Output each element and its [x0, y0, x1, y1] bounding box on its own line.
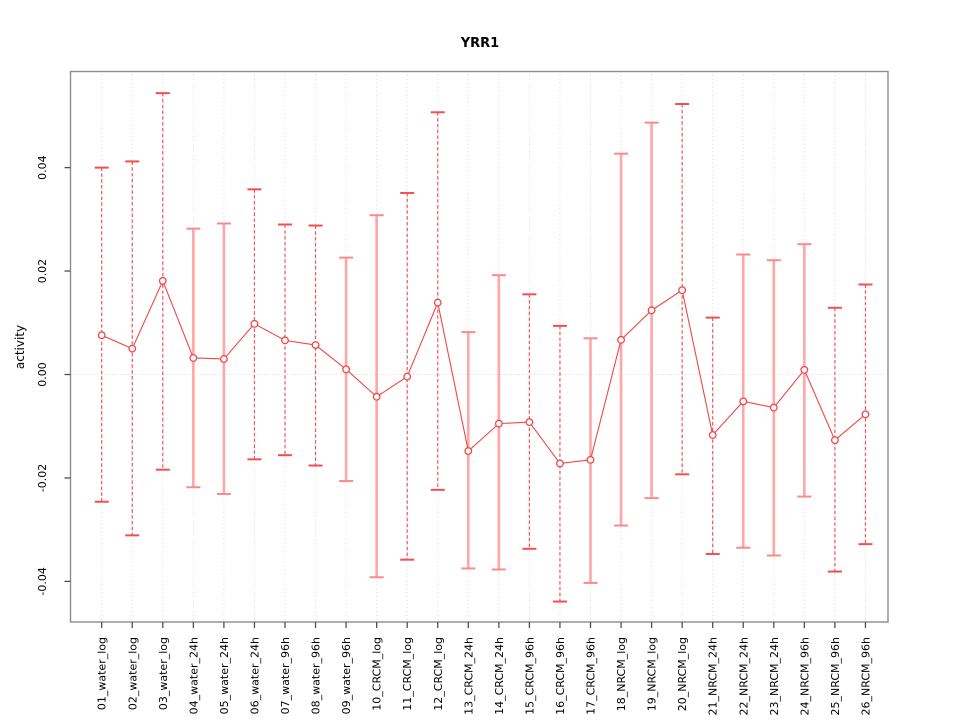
x-tick-label: 19_NRCM_log — [646, 637, 659, 711]
data-point — [342, 365, 351, 374]
data-point — [800, 365, 809, 374]
data-point — [464, 447, 473, 455]
data-point — [525, 418, 534, 427]
data-point — [556, 459, 564, 468]
data-point — [372, 392, 381, 401]
x-tick-label: 13_CRCM_24h — [462, 637, 475, 715]
x-tick-label: 11_CRCM_log — [401, 637, 414, 711]
x-tick-label: 08_water_96h — [310, 637, 323, 714]
x-tick-label: 07_water_96h — [279, 637, 292, 714]
data-point — [678, 286, 687, 295]
y-tick-label: 0.04 — [36, 155, 49, 180]
data-point — [739, 397, 748, 406]
x-tick-label: 04_water_24h — [187, 637, 200, 714]
data-point — [586, 455, 595, 464]
data-point — [403, 372, 412, 381]
x-tick-label: 05_water_24h — [218, 637, 231, 714]
data-point — [617, 335, 625, 344]
x-tick-label: 14_CRCM_24h — [493, 637, 506, 715]
data-point — [281, 336, 289, 345]
data-point — [97, 331, 106, 340]
x-tick-label: 25_NRCM_96h — [829, 637, 842, 715]
data-point — [250, 319, 259, 328]
x-tick-label: 02_water_log — [126, 637, 139, 710]
data-point — [158, 276, 167, 285]
x-tick-label: 06_water_24h — [248, 637, 261, 714]
x-tick-label: 09_water_96h — [340, 637, 353, 714]
y-tick-label: 0.02 — [36, 259, 49, 284]
plot-area: -0.04 -0.02 0.00 0.02 0.04 01_water_log 02_wat… — [36, 70, 889, 715]
x-tick-label: 12_CRCM_log — [432, 637, 445, 711]
series-line — [101, 279, 866, 465]
plot-border — [69, 70, 889, 623]
x-tick-label: 17_CRCM_96h — [585, 637, 598, 715]
y-tick-label: 0.00 — [36, 362, 49, 387]
y-axis-title: activity — [13, 325, 27, 369]
data-point — [769, 403, 778, 412]
y-tick-label: -0.04 — [36, 567, 49, 595]
x-tick-label: 24_NRCM_96h — [798, 637, 811, 715]
x-tick-label: 18_NRCM_log — [615, 637, 628, 711]
chart-title: YRR1 — [460, 36, 499, 51]
x-tick-label: 10_CRCM_log — [371, 637, 384, 711]
x-tick-label: 01_water_log — [96, 637, 109, 710]
data-point — [708, 431, 717, 439]
data-point — [861, 410, 870, 419]
data-point — [311, 341, 320, 349]
data-point — [494, 419, 503, 428]
data-point — [219, 355, 228, 363]
y-tick-label: -0.02 — [36, 464, 49, 492]
x-tick-label: 22_NRCM_24h — [737, 637, 750, 715]
x-tick-label: 21_NRCM_24h — [707, 637, 720, 715]
x-tick-label: 15_CRCM_96h — [523, 637, 536, 715]
x-tick-label: 26_NRCM_96h — [859, 637, 872, 715]
x-tick-label: 03_water_log — [157, 637, 170, 710]
data-point — [433, 298, 442, 307]
data-point — [647, 306, 656, 315]
data-point — [830, 436, 839, 445]
x-tick-label: 20_NRCM_log — [676, 637, 689, 711]
x-tick-label: 23_NRCM_24h — [768, 637, 781, 715]
data-point — [128, 344, 137, 353]
data-point — [189, 353, 198, 362]
x-tick-label: 16_CRCM_96h — [554, 637, 567, 715]
